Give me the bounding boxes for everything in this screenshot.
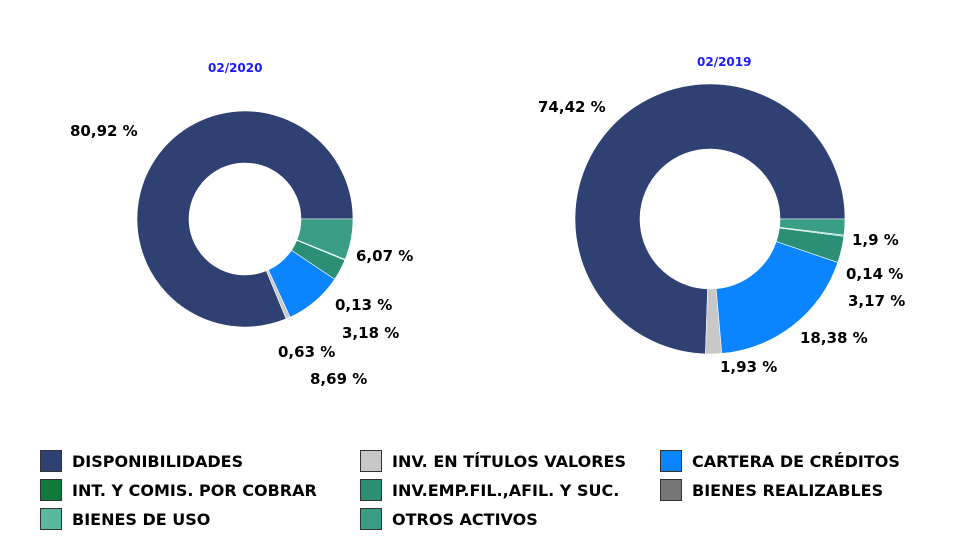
- legend-item: CARTERA DE CRÉDITOS: [660, 450, 900, 472]
- slice-otros-activos: [296, 218, 354, 260]
- data-label: 80,92 %: [70, 122, 138, 140]
- data-label: 3,18 %: [342, 324, 399, 342]
- legend-label: OTROS ACTIVOS: [392, 509, 538, 529]
- legend-swatch: [40, 479, 62, 501]
- data-label: 74,42 %: [538, 98, 606, 116]
- legend-label: CARTERA DE CRÉDITOS: [692, 451, 900, 471]
- legend-swatch: [360, 479, 382, 501]
- legend-label: BIENES REALIZABLES: [692, 480, 884, 500]
- slice-cartera-de-cr-ditos: [715, 241, 839, 354]
- slice-disponibilidades: [574, 83, 846, 355]
- legend-swatch: [660, 450, 682, 472]
- chart-area: 02/2020 80,92 % 0,63 % 8,69 % 3,18 % 0,13 % 6,…: [70, 55, 905, 388]
- legend-swatch: [660, 479, 682, 501]
- donut-chart-2: 02/2019 74,42 % 1,93 % 18,38 % 3,17 % 0,14 % 1…: [538, 55, 905, 376]
- data-label: 18,38 %: [800, 329, 868, 347]
- legend-item: BIENES REALIZABLES: [660, 479, 883, 501]
- legend-label: INT. Y COMIS. POR COBRAR: [72, 480, 317, 500]
- legend: DISPONIBILIDADES INV. EN TÍTULOS VALORES C…: [40, 450, 940, 540]
- chart-title: 02/2019: [697, 55, 751, 69]
- legend-label: INV.EMP.FIL.,AFIL. Y SUC.: [392, 480, 620, 500]
- slice-disponibilidades: [136, 110, 354, 328]
- data-label: 0,14 %: [846, 265, 903, 283]
- data-label: 0,13 %: [335, 296, 392, 314]
- legend-swatch: [360, 450, 382, 472]
- legend-swatch: [40, 450, 62, 472]
- legend-swatch: [360, 508, 382, 530]
- legend-item: OTROS ACTIVOS: [360, 508, 538, 530]
- data-label: 1,9 %: [852, 231, 899, 249]
- legend-item: DISPONIBILIDADES: [40, 450, 243, 472]
- data-label: 3,17 %: [848, 292, 905, 310]
- legend-item: INV. EN TÍTULOS VALORES: [360, 450, 626, 472]
- legend-label: BIENES DE USO: [72, 509, 211, 529]
- slice-otros-activos: [779, 218, 846, 236]
- legend-swatch: [40, 508, 62, 530]
- legend-label: DISPONIBILIDADES: [72, 451, 244, 471]
- data-label: 6,07 %: [356, 247, 413, 265]
- data-label: 1,93 %: [720, 358, 777, 376]
- data-label: 0,63 %: [278, 343, 335, 361]
- legend-item: INV.EMP.FIL.,AFIL. Y SUC.: [360, 479, 619, 501]
- data-label: 8,69 %: [310, 370, 367, 388]
- donut-chart-1: 02/2020 80,92 % 0,63 % 8,69 % 3,18 % 0,13 % 6,…: [70, 61, 413, 388]
- legend-label: INV. EN TÍTULOS VALORES: [392, 451, 626, 471]
- legend-item: BIENES DE USO: [40, 508, 210, 530]
- chart-title: 02/2020: [208, 61, 262, 75]
- legend-item: INT. Y COMIS. POR COBRAR: [40, 479, 317, 501]
